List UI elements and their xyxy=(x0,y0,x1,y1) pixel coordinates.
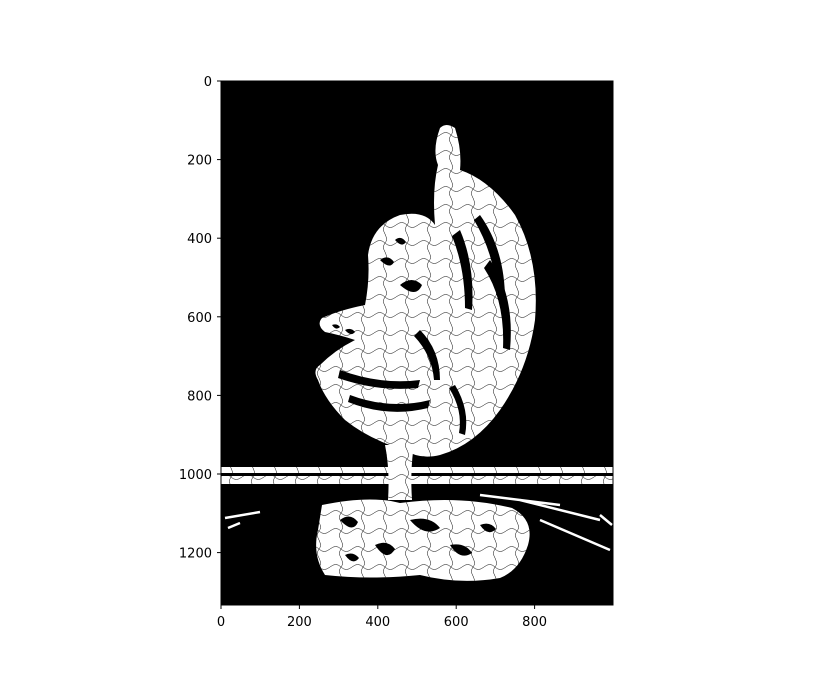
y-axis: 0 200 400 600 800 1000 1200 xyxy=(179,75,221,562)
base xyxy=(316,499,530,581)
y-tick-label: 800 xyxy=(187,389,212,404)
y-tick-label: 0 xyxy=(204,75,212,90)
y-tick-label: 400 xyxy=(187,232,212,247)
x-axis: 0 200 400 600 800 xyxy=(217,605,547,630)
x-tick-label: 600 xyxy=(444,615,469,630)
y-tick-label: 1200 xyxy=(179,547,212,562)
y-tick-label: 200 xyxy=(187,154,212,169)
floor-band xyxy=(221,467,613,552)
x-tick-label: 800 xyxy=(522,615,547,630)
axes-frame xyxy=(220,80,614,606)
y-tick-label: 1000 xyxy=(179,468,212,483)
x-tick-label: 0 xyxy=(217,615,225,630)
y-tick-label: 600 xyxy=(187,311,212,326)
image xyxy=(221,81,613,605)
figure-leg xyxy=(385,445,414,500)
x-tick-label: 200 xyxy=(287,615,312,630)
figure-body xyxy=(315,125,536,457)
x-tick-label: 400 xyxy=(365,615,390,630)
